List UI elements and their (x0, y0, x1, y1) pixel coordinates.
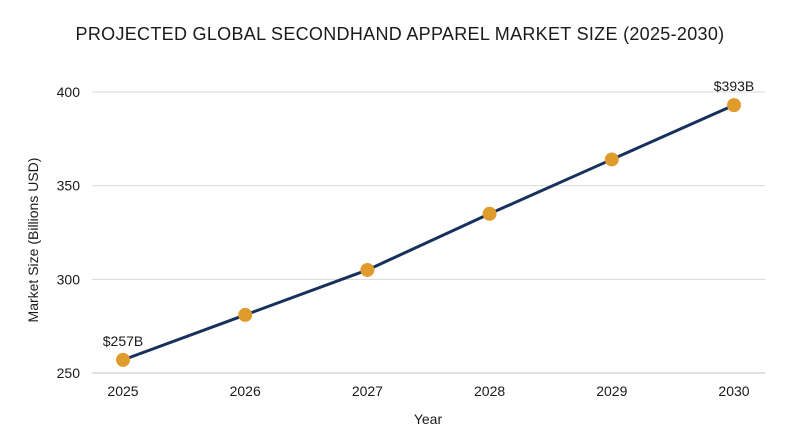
label-layer: 250 300 350 400 2025 2026 2027 2028 2029 2030 $257… (57, 78, 755, 399)
x-tick-label-2027: 2027 (352, 383, 383, 399)
series-layer (116, 98, 741, 367)
x-tick-label-2025: 2025 (107, 383, 138, 399)
x-tick-label-2029: 2029 (596, 383, 627, 399)
y-axis-label: Market Size (Billions USD) (25, 158, 41, 323)
y-tick-label-350: 350 (57, 178, 81, 194)
data-point-2030 (727, 98, 741, 113)
data-label-2030: $393B (714, 78, 754, 94)
x-axis-label: Year (414, 411, 443, 427)
series-line (122, 103, 735, 362)
x-tick-label-2026: 2026 (230, 383, 261, 399)
data-point-2028 (482, 206, 497, 221)
x-tick-label-2030: 2030 (718, 383, 749, 399)
y-tick-label-300: 300 (57, 271, 81, 287)
chart-title: PROJECTED GLOBAL SECONDHAND APPAREL MARK… (76, 24, 725, 44)
grid-layer (92, 91, 765, 280)
data-point-2026 (238, 307, 253, 322)
data-point-2029 (604, 152, 619, 167)
y-tick-label-250: 250 (57, 365, 81, 381)
x-tick-label-2028: 2028 (474, 383, 505, 399)
data-point-2025 (116, 352, 130, 367)
data-point-2027 (360, 262, 375, 277)
y-tick-label-400: 400 (57, 84, 81, 100)
data-label-2025: $257B (103, 333, 143, 349)
